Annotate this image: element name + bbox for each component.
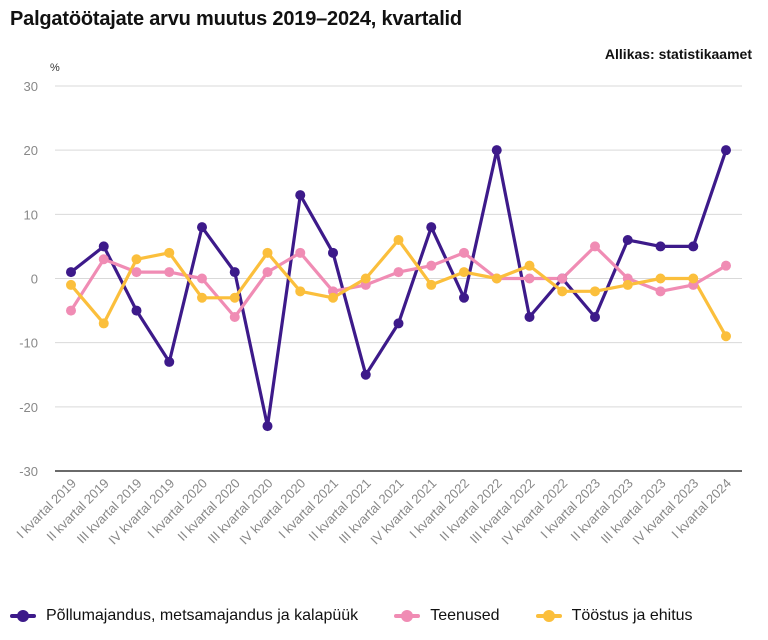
- data-point-series-0: [229, 267, 240, 278]
- data-point-series-0: [328, 247, 338, 258]
- data-point-series-1: [721, 260, 731, 271]
- data-point-series-1: [262, 267, 273, 278]
- y-tick-label: 30: [24, 79, 38, 94]
- data-point-series-1: [164, 267, 175, 278]
- data-point-series-2: [262, 247, 273, 258]
- data-point-series-2: [360, 273, 371, 284]
- y-tick-label: -30: [19, 464, 38, 479]
- data-point-series-1: [524, 273, 535, 284]
- data-point-series-2: [197, 292, 207, 303]
- gridlines: [55, 85, 742, 472]
- data-point-series-1: [131, 267, 142, 278]
- legend-label-agriculture: Põllumajandus, metsamajandus ja kalapüük: [46, 607, 359, 624]
- legend: Põllumajandus, metsamajandus ja kalapüük…: [10, 607, 693, 625]
- source-note: Allikas: statistikaamet: [604, 46, 752, 62]
- data-point-series-0: [459, 292, 469, 303]
- data-point-series-1: [557, 273, 568, 284]
- legend-label-industry: Tööstus ja ehitus: [571, 607, 693, 624]
- data-point-series-2: [66, 279, 76, 290]
- data-point-series-0: [197, 222, 207, 233]
- data-point-series-0: [426, 222, 437, 233]
- legend-swatch-industry: [535, 610, 562, 622]
- data-point-series-2: [557, 286, 568, 297]
- data-point-series-1: [295, 247, 306, 258]
- legend-item-agriculture[interactable]: Põllumajandus, metsamajandus ja kalapüük: [10, 607, 358, 625]
- y-tick-label: 10: [24, 207, 38, 222]
- data-point-series-2: [688, 273, 699, 284]
- legend-label-services: Teenused: [430, 607, 500, 624]
- data-point-series-2: [131, 254, 142, 265]
- data-point-series-0: [622, 235, 633, 245]
- data-point-series-0: [524, 312, 535, 322]
- legend-item-industry[interactable]: Tööstus ja ehitus: [535, 607, 693, 625]
- data-point-series-2: [524, 260, 535, 271]
- data-point-series-2: [459, 267, 469, 278]
- data-point-series-0: [655, 241, 666, 252]
- data-point-series-2: [721, 331, 731, 342]
- y-tick-label: -10: [19, 336, 38, 351]
- y-axis-unit: %: [50, 62, 60, 74]
- legend-swatch-agriculture: [10, 610, 36, 622]
- data-point-series-0: [295, 190, 306, 201]
- y-tick-label: 20: [24, 143, 38, 158]
- data-point-series-1: [655, 286, 666, 297]
- data-point-series-2: [164, 247, 175, 258]
- chart-title: Palgatöötajate arvu muutus 2019–2024, kv…: [10, 8, 462, 30]
- data-point-series-2: [229, 292, 240, 303]
- data-point-series-0: [98, 241, 109, 252]
- y-tick-label: 0: [31, 272, 38, 287]
- data-point-series-0: [491, 145, 502, 156]
- data-point-series-2: [426, 279, 437, 290]
- data-point-series-1: [393, 267, 404, 278]
- data-point-series-0: [131, 305, 142, 316]
- data-point-series-0: [721, 145, 731, 156]
- data-point-series-0: [590, 312, 600, 322]
- data-point-series-1: [590, 241, 600, 252]
- data-point-series-0: [360, 369, 371, 380]
- data-point-series-2: [328, 292, 338, 303]
- data-point-series-1: [197, 273, 207, 284]
- data-point-series-0: [393, 318, 404, 329]
- data-point-series-1: [66, 305, 76, 316]
- data-point-series-1: [426, 260, 437, 271]
- y-tick-labels: 30 20 10 0 -10 -20 -30: [19, 79, 38, 479]
- data-point-series-2: [98, 318, 109, 329]
- data-point-series-0: [164, 356, 175, 367]
- data-point-series-1: [459, 247, 469, 258]
- y-tick-label: -20: [19, 400, 38, 415]
- data-point-series-0: [262, 421, 273, 432]
- legend-item-services[interactable]: Teenused: [394, 607, 500, 625]
- legend-swatch-services: [394, 610, 421, 622]
- data-point-series-2: [655, 273, 666, 284]
- data-point-series-2: [295, 286, 306, 297]
- data-point-series-0: [66, 267, 76, 278]
- series-points: [66, 145, 731, 432]
- data-point-series-1: [98, 254, 109, 265]
- data-point-series-1: [229, 312, 240, 322]
- data-point-series-0: [688, 241, 699, 252]
- data-point-series-2: [622, 279, 633, 290]
- data-point-series-2: [393, 235, 404, 245]
- data-point-series-2: [590, 286, 600, 297]
- data-point-series-2: [491, 273, 502, 284]
